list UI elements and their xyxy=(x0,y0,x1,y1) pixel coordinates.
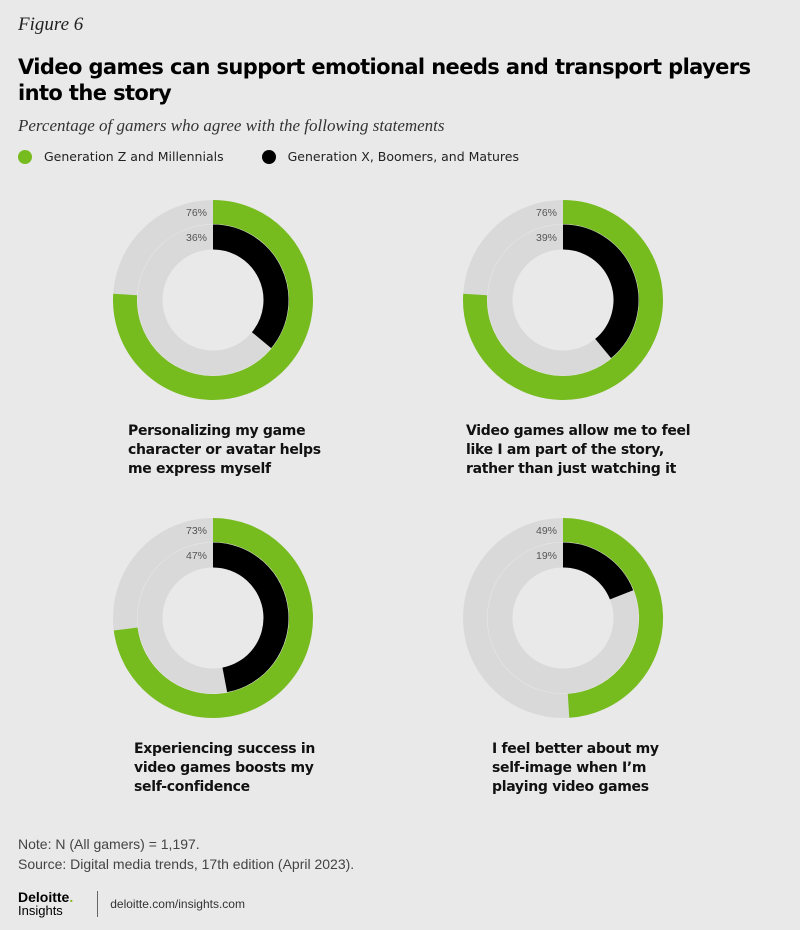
donut-3-gen-z-label: 73% xyxy=(186,525,207,537)
donut-4-gen-z-arc xyxy=(562,518,664,718)
caption-2: Video games allow me to feel like I am p… xyxy=(466,422,696,479)
legend-swatch-gen-z xyxy=(18,149,32,164)
donut-2-gen-z-arc xyxy=(463,200,663,400)
chart-subtitle: Percentage of gamers who agree with the … xyxy=(18,116,445,135)
legend-item-gen-z: Generation Z and Millennials xyxy=(18,149,224,164)
caption-1: Personalizing my game character or avata… xyxy=(128,422,328,479)
logo-main: Deloitte. xyxy=(18,889,74,905)
donut-1: 76% 36% xyxy=(113,200,313,400)
caption-3-line-2: video games boosts my xyxy=(134,760,314,776)
caption-3-line-3: self-confidence xyxy=(134,779,250,795)
caption-2-line-3: rather than just watching it xyxy=(466,461,676,477)
footer: Deloitte. Insights deloitte.com/insights… xyxy=(18,890,245,918)
caption-2-line-1: Video games allow me to feel xyxy=(466,423,691,439)
footer-url[interactable]: deloitte.com/insights.com xyxy=(110,897,245,911)
caption-4: I feel better about my self-image when I… xyxy=(492,740,692,797)
donut-3-gen-z-arc xyxy=(113,518,313,718)
figure-label: Figure 6 xyxy=(18,14,84,35)
donut-1-gen-x-label: 36% xyxy=(186,232,207,244)
donut-3-gen-x-arc xyxy=(212,542,289,693)
donut-3: 73% 47% xyxy=(113,518,313,718)
legend-swatch-gen-x xyxy=(261,149,276,164)
footer-divider xyxy=(97,891,99,917)
donut-1-gen-z-label: 76% xyxy=(186,207,207,219)
caption-1-line-1: Personalizing my game xyxy=(128,423,306,439)
source-text: Source: Digital media trends, 17th editi… xyxy=(18,856,355,872)
caption-4-line-2: self-image when I’m xyxy=(492,760,647,776)
caption-2-line-2: like I am part of the story, xyxy=(466,442,664,458)
legend-item-gen-x: Generation X, Boomers, and Matures xyxy=(261,149,519,164)
caption-3-line-1: Experiencing success in xyxy=(134,741,316,757)
donut-3-gen-x-label: 47% xyxy=(186,550,207,562)
chart-title: Video games can support emotional needs … xyxy=(18,55,751,105)
donut-4-gen-z-label: 49% xyxy=(536,525,557,537)
note-text: Note: N (All gamers) = 1,197. xyxy=(18,836,200,852)
donut-1-gen-x-arc xyxy=(212,224,289,349)
caption-3: Experiencing success in video games boos… xyxy=(134,740,334,797)
legend: Generation Z and Millennials Generation … xyxy=(18,149,557,164)
caption-1-line-3: me express myself xyxy=(128,461,271,477)
legend-label-gen-x: Generation X, Boomers, and Matures xyxy=(287,149,519,164)
donut-1-gen-z-arc xyxy=(113,200,313,400)
donut-4: 49% 19% xyxy=(463,518,664,718)
logo-sub: Insights xyxy=(18,903,63,918)
caption-1-line-2: character or avatar helps xyxy=(128,442,321,458)
deloitte-insights-logo: Deloitte. Insights xyxy=(18,890,73,918)
legend-label-gen-z: Generation Z and Millennials xyxy=(44,149,224,164)
donut-4-gen-x-label: 19% xyxy=(536,550,557,562)
donut-2: 76% 39% xyxy=(463,200,663,400)
donut-2-gen-x-arc xyxy=(562,224,639,359)
caption-4-line-3: playing video games xyxy=(492,779,649,795)
donut-2-gen-x-label: 39% xyxy=(536,232,557,244)
donut-4-gen-x-arc xyxy=(562,542,634,600)
donut-2-gen-z-label: 76% xyxy=(536,207,557,219)
donut-charts: 76% 36% 76% 39% 73% 47% 49% 19% xyxy=(113,200,664,718)
caption-4-line-1: I feel better about my xyxy=(492,741,659,757)
